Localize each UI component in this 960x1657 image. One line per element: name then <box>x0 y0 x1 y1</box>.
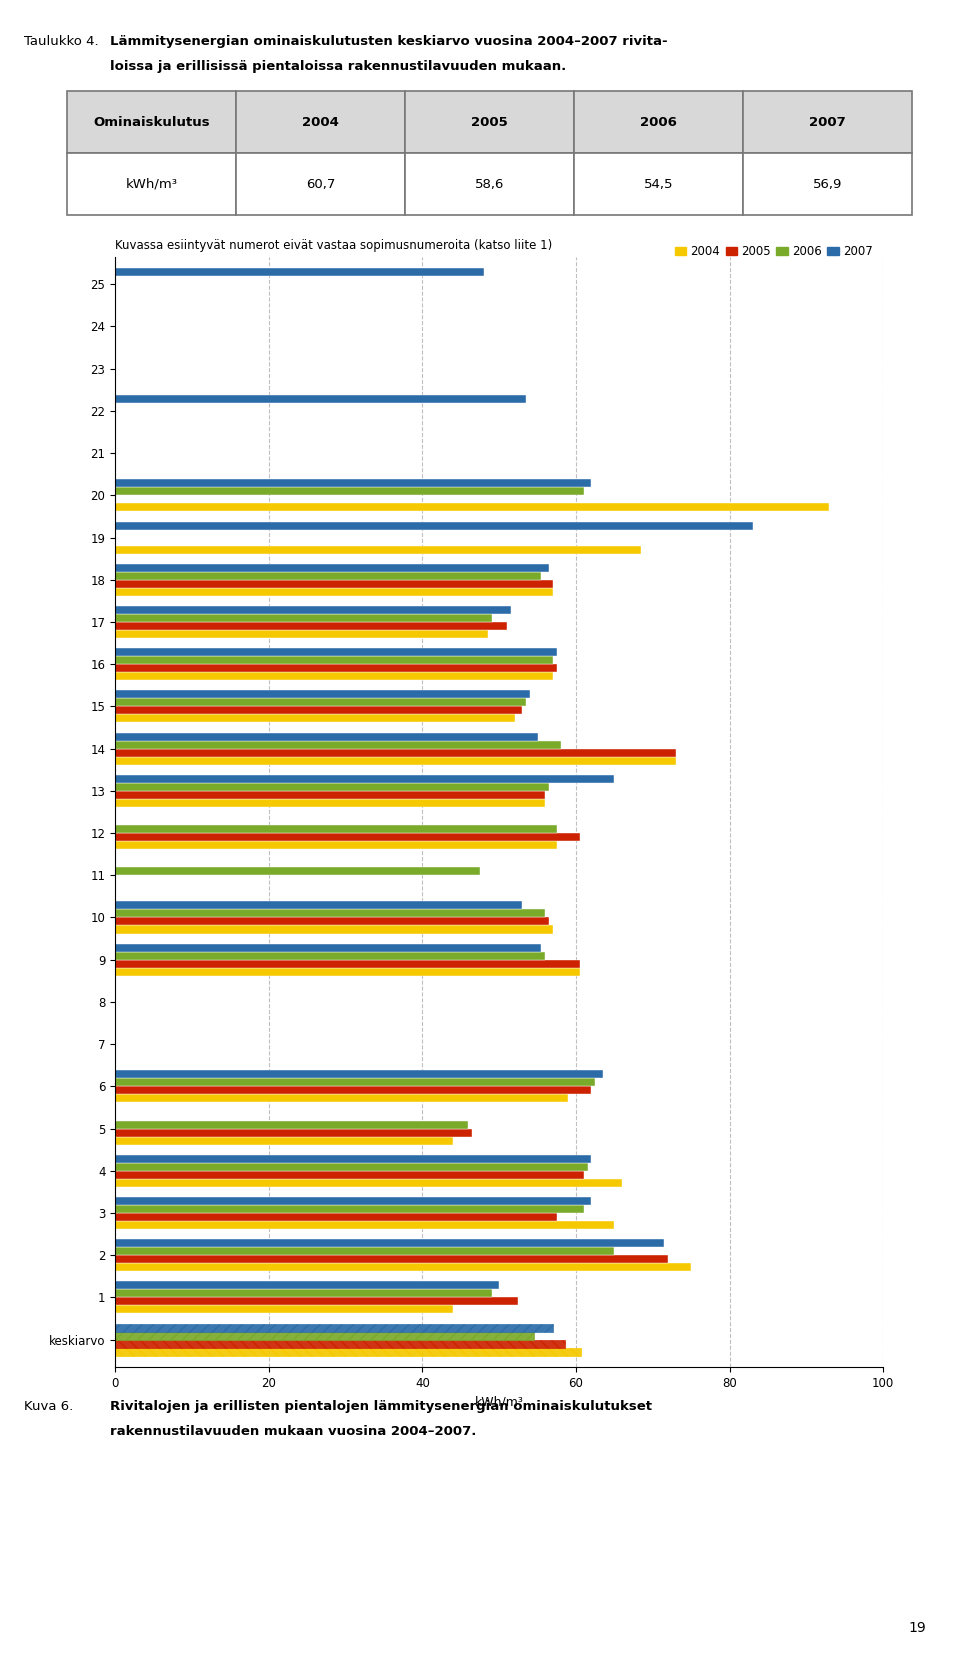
Bar <box>115 741 561 749</box>
Bar <box>115 1306 453 1314</box>
Bar <box>115 1263 691 1271</box>
Bar <box>115 1205 584 1213</box>
Bar <box>115 926 553 933</box>
Bar <box>115 588 553 597</box>
Text: 19: 19 <box>909 1622 926 1635</box>
Legend: 2004, 2005, 2006, 2007: 2004, 2005, 2006, 2007 <box>670 240 877 263</box>
Text: Kuva 6.: Kuva 6. <box>24 1400 73 1413</box>
Bar <box>115 1248 614 1254</box>
Bar <box>115 757 676 764</box>
Bar <box>115 268 484 277</box>
Bar <box>115 691 530 698</box>
Bar <box>115 1281 499 1289</box>
Bar <box>115 1289 492 1297</box>
Bar <box>115 943 541 951</box>
Bar <box>115 1239 664 1248</box>
Bar <box>115 825 557 833</box>
Bar <box>115 799 545 807</box>
Bar <box>115 1339 565 1347</box>
Bar <box>115 782 549 790</box>
Bar <box>115 394 526 403</box>
Bar <box>115 1163 588 1171</box>
Bar <box>115 621 507 630</box>
Bar <box>115 1171 584 1178</box>
Bar <box>115 522 753 530</box>
Bar <box>115 714 515 722</box>
Bar <box>115 664 557 673</box>
Bar <box>115 842 557 848</box>
Bar <box>115 1128 472 1137</box>
Bar <box>115 1254 668 1263</box>
Bar <box>115 487 584 495</box>
Bar <box>115 1155 591 1163</box>
Bar <box>115 732 538 741</box>
Bar <box>115 572 541 580</box>
Bar <box>115 630 488 638</box>
Bar <box>115 1070 603 1079</box>
Bar <box>115 833 580 842</box>
Bar <box>115 504 829 512</box>
Bar <box>115 749 676 757</box>
Bar <box>115 1196 591 1205</box>
Bar <box>115 1094 568 1102</box>
Text: Kuvassa esiintyvät numerot eivät vastaa sopimusnumeroita (katso liite 1): Kuvassa esiintyvät numerot eivät vastaa … <box>115 239 552 252</box>
X-axis label: kWh/m³: kWh/m³ <box>475 1395 523 1408</box>
Bar <box>115 918 549 926</box>
Bar <box>115 1332 534 1339</box>
Bar <box>115 910 545 918</box>
Bar <box>115 1324 553 1332</box>
Text: Taulukko 4.: Taulukko 4. <box>24 35 99 48</box>
Bar <box>115 563 549 572</box>
Bar <box>115 867 480 875</box>
Bar <box>115 901 522 910</box>
Text: Rivitalojen ja erillisten pientalojen lämmitysenergian ominaiskulutukset: Rivitalojen ja erillisten pientalojen lä… <box>110 1400 653 1413</box>
Text: Lämmitysenergian ominaiskulutusten keskiarvo vuosina 2004–2007 rivita-: Lämmitysenergian ominaiskulutusten keski… <box>110 35 668 48</box>
Bar <box>115 580 553 588</box>
Bar <box>115 673 553 681</box>
Bar <box>115 959 580 968</box>
Bar <box>115 656 553 664</box>
Bar <box>115 545 641 553</box>
Bar <box>115 606 511 615</box>
Bar <box>115 1137 453 1145</box>
Bar <box>115 1178 622 1186</box>
Bar <box>115 1079 595 1087</box>
Bar <box>115 1221 614 1229</box>
Bar <box>115 968 580 976</box>
Bar <box>115 615 492 621</box>
Text: rakennustilavuuden mukaan vuosina 2004–2007.: rakennustilavuuden mukaan vuosina 2004–2… <box>110 1425 477 1438</box>
Bar <box>115 1120 468 1128</box>
Bar <box>115 951 545 959</box>
Bar <box>115 1087 591 1094</box>
Bar <box>115 648 557 656</box>
Bar <box>115 479 591 487</box>
Bar <box>115 1213 557 1221</box>
Bar <box>115 1297 518 1306</box>
Bar <box>115 706 522 714</box>
Text: loissa ja erillisissä pientaloissa rakennustilavuuden mukaan.: loissa ja erillisissä pientaloissa raken… <box>110 60 566 73</box>
Bar <box>115 1347 582 1355</box>
Bar <box>115 790 545 799</box>
Bar <box>115 698 526 706</box>
Bar <box>115 775 614 782</box>
